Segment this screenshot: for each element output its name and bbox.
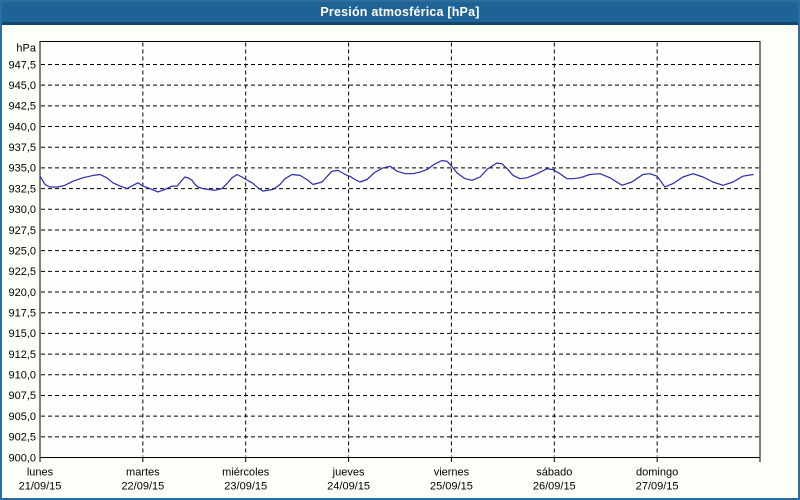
- y-tick-label: 932,5: [8, 183, 36, 195]
- x-day-label: miércoles: [222, 467, 270, 479]
- y-tick-label: 937,5: [8, 142, 36, 154]
- x-date-label: 22/09/15: [121, 481, 164, 493]
- y-tick-label: 920,0: [8, 287, 36, 299]
- y-tick-label: 935,0: [8, 163, 36, 175]
- chart-area: 947,5 945,0 942,5 940,0 937,5 935,0 932,5 930,0…: [2, 25, 798, 498]
- x-day-label: sábado: [536, 467, 572, 479]
- y-axis-unit-label: hPa: [16, 43, 36, 55]
- x-day-label: martes: [126, 467, 160, 479]
- y-tick-label: 900,0: [8, 452, 36, 464]
- pressure-line: [39, 159, 754, 193]
- y-tick-label: 912,5: [8, 349, 36, 361]
- x-date-label: 27/09/15: [636, 481, 679, 493]
- x-day-label: jueves: [332, 467, 365, 479]
- y-tick-label: 927,5: [8, 225, 36, 237]
- y-tick-label: 942,5: [8, 101, 36, 113]
- y-tick-label: 917,5: [8, 308, 36, 320]
- x-day-label: lunes: [27, 467, 54, 479]
- window-titlebar: Presión atmosférica [hPa]: [2, 2, 798, 25]
- x-date-label: 21/09/15: [19, 481, 62, 493]
- x-date-label: 23/09/15: [224, 481, 267, 493]
- y-tick-label: 905,0: [8, 411, 36, 423]
- x-day-label: domingo: [636, 467, 678, 479]
- x-day-label: viernes: [434, 467, 470, 479]
- y-tick-label: 940,0: [8, 121, 36, 133]
- y-tick-label: 922,5: [8, 266, 36, 278]
- y-tick-label: 945,0: [8, 80, 36, 92]
- y-tick-label: 907,5: [8, 390, 36, 402]
- y-tick-label: 915,0: [8, 328, 36, 340]
- x-date-label: 25/09/15: [430, 481, 473, 493]
- x-date-label: 26/09/15: [533, 481, 576, 493]
- y-tick-label: 925,0: [8, 245, 36, 257]
- y-tick-label: 930,0: [8, 204, 36, 216]
- y-tick-label: 902,5: [8, 432, 36, 444]
- plot-frame: [39, 41, 761, 458]
- window-title: Presión atmosférica [hPa]: [320, 5, 480, 19]
- x-date-label: 24/09/15: [327, 481, 370, 493]
- pressure-chart: 947,5 945,0 942,5 940,0 937,5 935,0 932,5 930,0…: [8, 41, 761, 493]
- y-tick-label: 910,0: [8, 370, 36, 382]
- y-tick-label: 947,5: [8, 59, 36, 71]
